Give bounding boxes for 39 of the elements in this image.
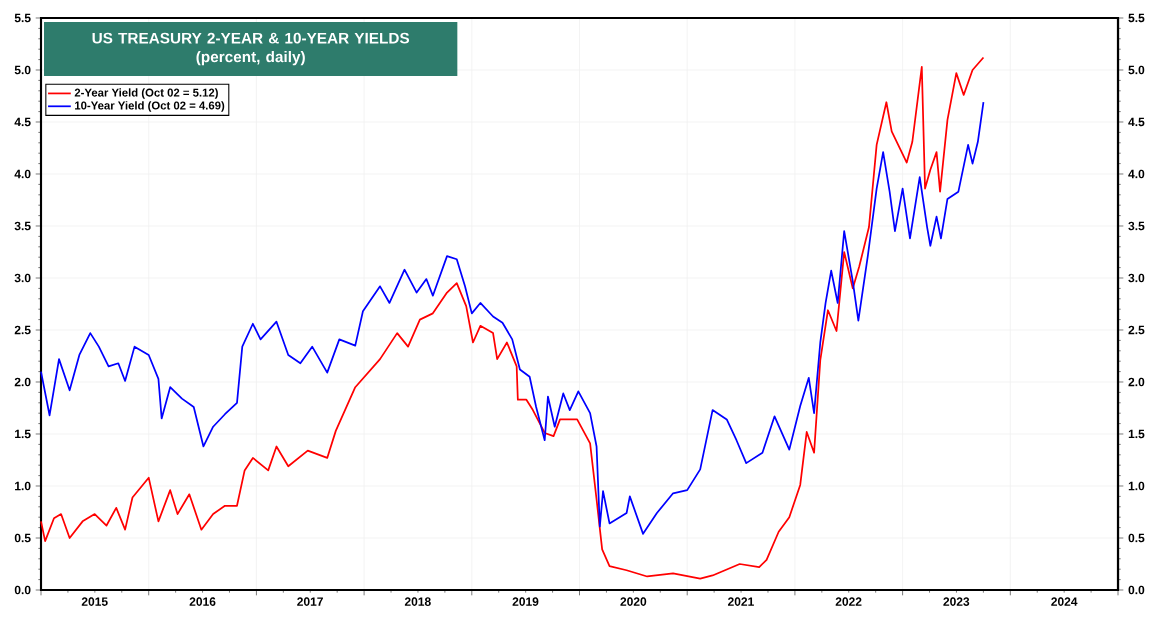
x-tick-label: 2022 <box>835 597 862 606</box>
legend-label: 10-Year Yield (Oct 02 = 4.69) <box>75 101 225 112</box>
y-tick-label: 4.0 <box>14 169 31 179</box>
y2-tick-label: 3.5 <box>1128 221 1145 231</box>
y-tick-label: 3.5 <box>14 221 31 231</box>
y-tick-label: 5.0 <box>14 65 31 75</box>
y-tick-label: 0.5 <box>14 533 31 543</box>
y2-tick-label: 5.5 <box>1128 13 1145 23</box>
x-tick-label: 2019 <box>512 597 539 606</box>
line-series <box>40 101 985 535</box>
text: (percent, daily) <box>196 50 305 66</box>
y2-tick-label: 4.5 <box>1128 117 1145 127</box>
x-tick-label: 2017 <box>297 597 323 606</box>
y-tick-label: 0.0 <box>14 585 31 595</box>
text: US TREASURY 2-YEAR & 10-YEAR YIELDS <box>92 32 410 44</box>
y-tick-label: 5.5 <box>14 13 31 23</box>
y-tick-label: 1.0 <box>15 481 31 491</box>
x-tick-label: 2021 <box>727 597 754 606</box>
y-tick-label: 4.5 <box>14 117 31 127</box>
y2-tick-label: 1.5 <box>1128 429 1145 439</box>
y2-tick-label: 5.0 <box>1128 65 1145 75</box>
y2-tick-label: 0.5 <box>1128 533 1145 543</box>
y2-tick-label: 2.0 <box>1128 377 1145 387</box>
y2-tick-label: 3.0 <box>1128 273 1145 283</box>
y-tick-label: 3.0 <box>14 273 31 283</box>
x-tick-label: 2024 <box>1051 597 1078 606</box>
y-tick-label: 1.5 <box>15 429 31 439</box>
y-tick-label: 2.5 <box>14 325 31 335</box>
y2-tick-label: 4.0 <box>1128 169 1145 179</box>
x-tick-label: 2020 <box>620 597 647 606</box>
x-tick-label: 2015 <box>81 597 108 606</box>
y2-tick-label: 2.5 <box>1128 325 1145 335</box>
y2-tick-label: 0.0 <box>1128 585 1145 595</box>
legend-label: 2-Year Yield (Oct 02 = 5.12) <box>74 88 218 99</box>
y2-tick-label: 1.0 <box>1128 481 1145 491</box>
y-tick-label: 2.0 <box>14 377 31 387</box>
x-tick-label: 2016 <box>189 597 216 606</box>
x-tick-label: 2023 <box>943 597 970 606</box>
x-tick-label: 2018 <box>404 597 431 606</box>
